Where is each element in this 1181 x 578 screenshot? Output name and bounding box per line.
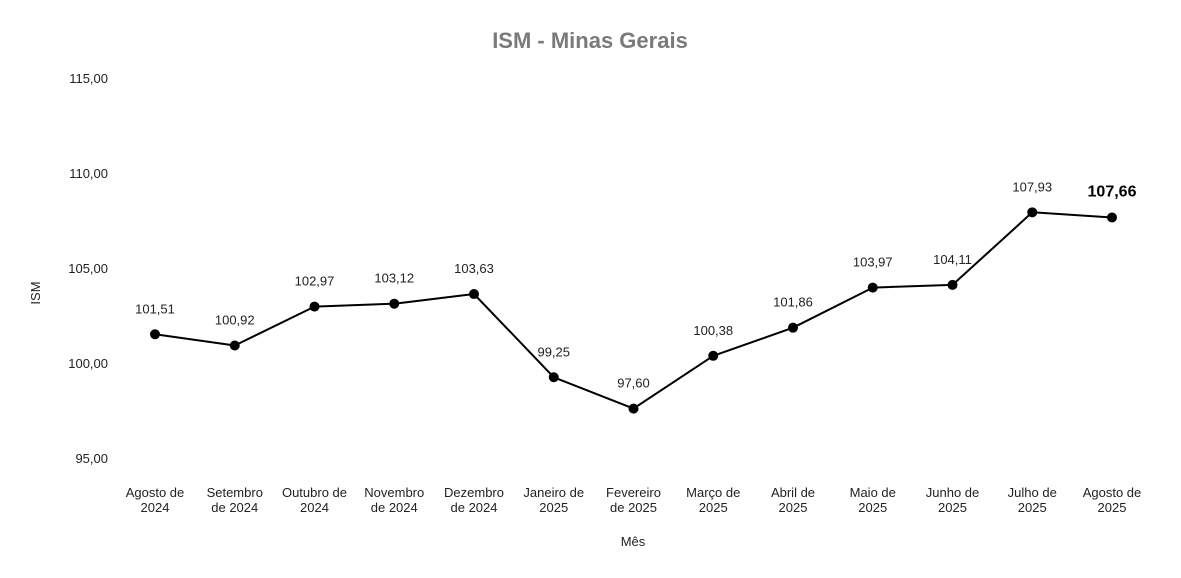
x-tick-label: Agosto de 2025 <box>1083 485 1142 515</box>
data-label: 103,97 <box>853 255 893 270</box>
data-point <box>150 329 160 340</box>
x-tick-label: Outubro de 2024 <box>282 485 347 515</box>
data-label: 107,93 <box>1012 179 1052 194</box>
data-point <box>867 282 878 293</box>
x-tick-label: Abril de 2025 <box>771 485 815 515</box>
y-tick-label: 105,00 <box>68 261 108 276</box>
x-tick-label: Março de 2025 <box>686 485 740 515</box>
data-label: 103,12 <box>374 271 414 286</box>
data-label: 104,11 <box>933 252 972 267</box>
data-label: 100,38 <box>693 323 733 338</box>
data-label: 99,25 <box>537 344 570 359</box>
data-label: 103,63 <box>454 261 494 276</box>
chart-title: ISM - Minas Gerais <box>492 28 688 53</box>
x-tick-label: Fevereiro de 2025 <box>606 485 661 515</box>
data-label: 100,92 <box>215 313 255 328</box>
data-point <box>628 403 639 414</box>
x-tick-label: Julho de 2025 <box>1008 485 1057 515</box>
data-labels: 101,51 100,92 102,97 103,12 103,63 99,25 97,60… <box>135 179 1136 390</box>
y-axis-label: ISM <box>28 281 43 304</box>
data-point <box>1027 207 1038 218</box>
y-tick-label: 95,00 <box>75 451 108 466</box>
x-tick-label: Maio de 2025 <box>850 485 896 515</box>
data-label: 101,51 <box>135 301 175 316</box>
data-label: 102,97 <box>295 274 335 289</box>
data-point <box>389 298 400 309</box>
x-tick-label: Novembro de 2024 <box>364 485 424 515</box>
x-tick-label: Setembro de 2024 <box>207 485 263 515</box>
y-tick-label: 110,00 <box>69 166 108 181</box>
y-tick-label: 100,00 <box>68 356 108 371</box>
data-point <box>708 350 719 361</box>
x-axis-ticks: Agosto de 2024 Setembro de 2024 Outubro de 20… <box>126 485 1142 515</box>
series-ism <box>150 207 1117 414</box>
x-axis-label: Mês <box>621 534 646 549</box>
data-point <box>469 289 479 300</box>
data-point <box>1107 212 1117 223</box>
x-tick-label: Junho de 2025 <box>926 485 980 515</box>
y-axis-ticks: 95,00 100,00 105,00 110,00 115,00 <box>68 71 108 466</box>
x-tick-label: Dezembro de 2024 <box>444 485 504 515</box>
x-tick-label: Agosto de 2024 <box>126 485 185 515</box>
data-point <box>788 322 798 333</box>
data-label: 107,66 <box>1088 183 1137 200</box>
data-label: 101,86 <box>773 295 813 310</box>
data-label: 97,60 <box>617 376 650 391</box>
data-point <box>548 372 559 383</box>
data-point <box>229 340 240 351</box>
data-point <box>309 301 320 312</box>
data-point <box>947 279 958 290</box>
x-tick-label: Janeiro de 2025 <box>523 485 584 515</box>
y-tick-label: 115,00 <box>69 71 108 86</box>
